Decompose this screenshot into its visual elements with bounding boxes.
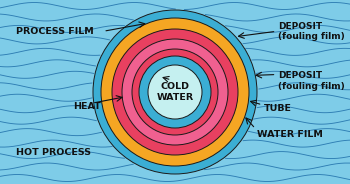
- Text: COLD
WATER: COLD WATER: [156, 82, 194, 102]
- Circle shape: [139, 56, 211, 128]
- Circle shape: [101, 18, 249, 166]
- Text: DEPOSIT
(fouling film): DEPOSIT (fouling film): [278, 22, 345, 41]
- Circle shape: [93, 10, 257, 174]
- Text: WATER FILM: WATER FILM: [257, 130, 323, 139]
- Text: TUBE: TUBE: [264, 104, 292, 113]
- Text: HOT PROCESS: HOT PROCESS: [16, 148, 91, 157]
- Circle shape: [122, 39, 228, 145]
- Text: DEPOSIT
(fouling film): DEPOSIT (fouling film): [278, 71, 345, 91]
- Circle shape: [148, 65, 202, 119]
- Circle shape: [112, 29, 238, 155]
- Text: PROCESS FILM: PROCESS FILM: [16, 27, 93, 36]
- Text: HEAT: HEAT: [74, 102, 101, 111]
- Circle shape: [132, 49, 218, 135]
